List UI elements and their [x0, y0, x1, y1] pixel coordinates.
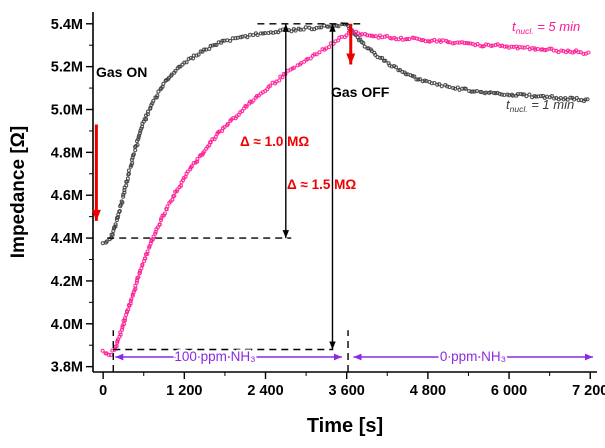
gas-on-label: Gas ON — [96, 64, 147, 80]
y-tick-label: 5.2M — [51, 60, 83, 76]
axes — [86, 12, 597, 379]
x-axis-title: Time [s] — [307, 415, 383, 437]
ppm-on-label: 100 ppm NH₃ — [174, 349, 255, 364]
x-tick-label: 1 200 — [166, 383, 202, 399]
y-tick-label: 4.4M — [51, 231, 83, 247]
y-tick-label: 3.8M — [51, 360, 83, 376]
x-tick-label: 3 600 — [329, 383, 365, 399]
delta-1-5-mohm-label: Δ ≈ 1.5 MΩ — [287, 177, 356, 192]
series-1min — [100, 22, 590, 246]
y-axis-title: Impedance [Ω] — [8, 126, 29, 258]
x-tick-label: 6 000 — [491, 383, 527, 399]
series-label-5min: tnucl. = 5 min — [512, 19, 580, 36]
y-tick-label: 4.8M — [51, 145, 83, 161]
gas-off-label: Gas OFF — [331, 84, 390, 100]
plot-layer — [86, 12, 597, 379]
guides — [91, 23, 593, 372]
x-tick-label: 7 200 — [572, 383, 605, 399]
series-5min — [100, 29, 591, 358]
x-tick-label: 2 400 — [247, 383, 283, 399]
y-tick-label: 5.4M — [51, 17, 83, 33]
ppm-off-label: 0 ppm NH₃ — [440, 349, 506, 364]
series-label-1min: tnucl. = 1 min — [506, 97, 574, 114]
y-tick-label: 4.0M — [51, 317, 83, 333]
y-tick-label: 4.6M — [51, 188, 83, 204]
x-tick-label: 0 — [99, 383, 107, 399]
delta-1-0-mohm-label: Δ ≈ 1.0 MΩ — [240, 134, 309, 149]
x-tick-label: 4 800 — [410, 383, 446, 399]
y-tick-label: 4.2M — [51, 274, 83, 290]
y-tick-label: 5.0M — [51, 103, 83, 119]
